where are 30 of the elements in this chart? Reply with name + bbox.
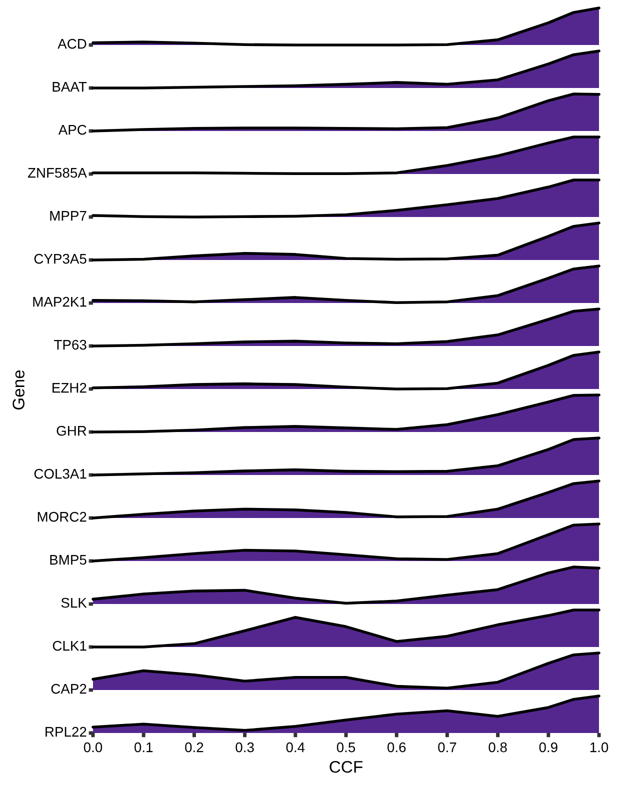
x-tick-label: 0.9 xyxy=(539,742,558,752)
x-tick-label: 0.4 xyxy=(286,742,305,752)
text: APC xyxy=(58,124,86,135)
text: MORC2 xyxy=(38,512,86,522)
text: MPP7 xyxy=(50,211,86,221)
text: ZNF585A xyxy=(28,168,87,178)
x-tick-label: 0.1 xyxy=(134,742,153,752)
text: TP63 xyxy=(54,340,86,350)
x-tick-label: 0.7 xyxy=(438,742,456,752)
x-tick-label: 0.0 xyxy=(84,742,102,752)
text: SLK xyxy=(61,598,87,608)
text: GHR xyxy=(56,426,86,436)
text: CLK1 xyxy=(52,640,86,651)
text: CYP3A5 xyxy=(34,254,86,264)
text: BAAT xyxy=(52,82,87,92)
x-axis-title: CCF xyxy=(330,760,362,773)
text: EZH2 xyxy=(52,382,86,393)
text: MAP2K1 xyxy=(33,296,86,307)
x-tick-label: 0.6 xyxy=(387,742,406,752)
text: ACD xyxy=(58,38,86,49)
text: COL3A1 xyxy=(34,468,86,479)
x-tick-label: 0.2 xyxy=(185,742,204,752)
text: CAP2 xyxy=(51,684,86,694)
x-tick-label: 0.5 xyxy=(336,742,356,752)
y-axis-title: Gene xyxy=(12,370,24,410)
x-tick-label: 0.3 xyxy=(236,742,254,752)
x-tick-label: 0.8 xyxy=(488,742,507,752)
text: RPL22 xyxy=(46,726,86,737)
text: BMP5 xyxy=(50,555,86,565)
x-tick-label: 1.0 xyxy=(590,742,608,752)
